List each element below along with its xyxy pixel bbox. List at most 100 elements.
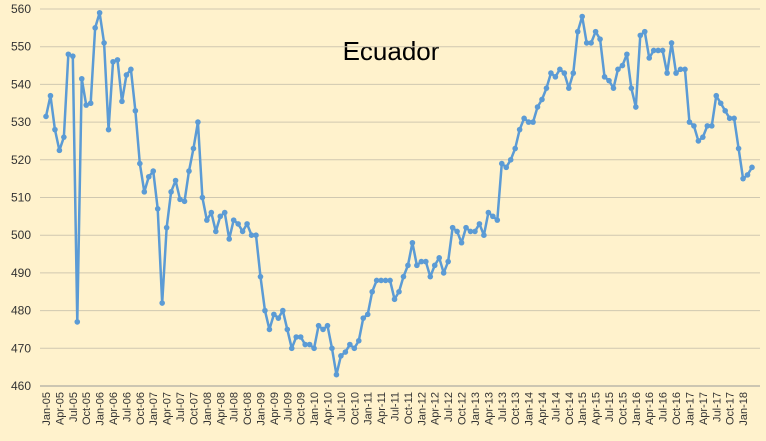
data-point <box>275 315 282 321</box>
data-point <box>320 326 326 333</box>
data-point <box>583 40 590 46</box>
data-point <box>686 119 693 125</box>
data-point <box>472 228 478 235</box>
data-point <box>47 92 54 99</box>
y-tick-label: 500 <box>11 228 31 242</box>
data-point <box>132 107 139 114</box>
x-tick-label: Apr-08 <box>215 392 227 425</box>
data-point <box>43 113 49 120</box>
data-point <box>449 224 456 231</box>
data-point <box>548 70 554 76</box>
data-point <box>458 239 465 246</box>
data-point <box>467 228 474 235</box>
data-point <box>749 164 755 171</box>
data-point <box>373 277 380 284</box>
data-point <box>257 273 264 280</box>
data-point <box>588 40 594 46</box>
data-point <box>355 337 362 344</box>
data-point <box>539 96 545 103</box>
data-point <box>597 36 603 42</box>
data-point <box>288 345 295 352</box>
data-point <box>78 75 85 82</box>
x-tick-label: Oct-17 <box>725 392 737 425</box>
data-point <box>266 326 273 333</box>
data-point <box>530 119 536 125</box>
data-point <box>114 57 121 63</box>
data-point <box>271 311 277 318</box>
data-point <box>476 221 483 227</box>
data-point <box>579 13 586 20</box>
x-tick-label: Oct-07 <box>188 392 200 425</box>
data-point <box>673 70 679 76</box>
data-point <box>624 51 630 58</box>
x-tick-label: Apr-12 <box>430 392 442 425</box>
y-tick-label: 510 <box>11 191 31 205</box>
x-tick-label: Jan-10 <box>309 392 321 426</box>
data-point <box>677 66 684 73</box>
data-point <box>235 221 241 227</box>
x-tick-label: Jul-09 <box>282 392 294 422</box>
y-tick-label: 470 <box>11 341 31 355</box>
x-tick-label: Oct-05 <box>81 392 93 425</box>
data-point <box>119 98 125 105</box>
data-point <box>154 206 161 212</box>
data-point <box>212 228 219 235</box>
x-tick-label: Oct-06 <box>135 392 147 425</box>
y-tick-label: 550 <box>11 40 31 54</box>
x-tick-label: Jul-15 <box>604 392 616 422</box>
x-tick-label: Oct-13 <box>510 392 522 425</box>
x-tick-label: Apr-07 <box>162 392 174 425</box>
data-point <box>391 296 398 303</box>
data-point <box>159 300 165 306</box>
x-tick-label: Jul-12 <box>443 392 455 422</box>
data-point <box>128 66 134 73</box>
data-point <box>664 70 670 76</box>
data-point <box>695 138 702 144</box>
data-point <box>574 28 581 35</box>
data-point <box>516 126 523 133</box>
data-point <box>427 273 434 280</box>
data-point <box>543 85 550 91</box>
data-line <box>44 11 754 376</box>
data-point <box>333 371 340 378</box>
data-point <box>646 55 653 61</box>
x-tick-label: Apr-10 <box>323 392 335 425</box>
data-point <box>87 100 94 107</box>
data-point <box>329 345 335 352</box>
x-tick-label: Oct-11 <box>403 392 415 424</box>
data-point <box>347 341 353 348</box>
data-point <box>570 70 577 76</box>
data-point <box>145 173 152 180</box>
data-point <box>704 123 711 129</box>
data-point <box>552 74 559 80</box>
data-point <box>338 353 344 359</box>
data-point <box>650 47 657 54</box>
data-point <box>195 119 201 125</box>
data-point <box>507 157 514 163</box>
x-tick-label: Jul-05 <box>68 392 80 422</box>
data-point <box>454 228 460 235</box>
data-point <box>717 100 724 107</box>
data-point <box>311 345 317 352</box>
data-point <box>691 123 697 129</box>
data-point <box>204 217 210 223</box>
x-tick-label: Jul-14 <box>550 392 562 422</box>
data-point <box>405 262 411 269</box>
data-point <box>123 72 130 78</box>
data-point <box>744 172 751 178</box>
x-tick-label: Oct-16 <box>671 392 683 425</box>
data-point <box>440 270 447 276</box>
data-point <box>96 9 103 16</box>
data-point <box>498 160 505 167</box>
data-point <box>141 189 148 195</box>
data-point <box>641 28 648 35</box>
data-point <box>615 66 621 73</box>
x-tick-label: Oct-09 <box>296 392 308 425</box>
x-tick-label: Jul-13 <box>497 392 509 422</box>
data-point <box>633 104 639 110</box>
data-point <box>56 147 63 154</box>
data-point <box>682 66 688 73</box>
x-tick-label: Jan-15 <box>577 392 589 426</box>
data-point <box>418 258 425 265</box>
data-point <box>315 322 322 329</box>
